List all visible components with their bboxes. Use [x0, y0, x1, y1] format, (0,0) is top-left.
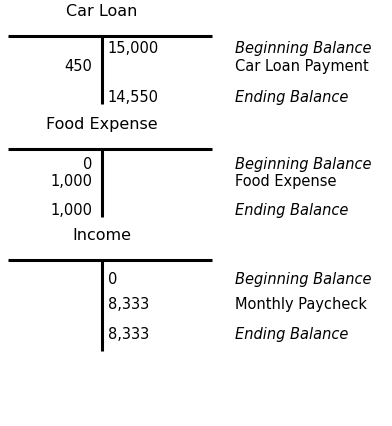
Text: 450: 450 [64, 58, 92, 74]
Text: 15,000: 15,000 [108, 41, 159, 57]
Text: Beginning Balance: Beginning Balance [235, 41, 372, 57]
Text: 1,000: 1,000 [50, 173, 92, 189]
Text: Ending Balance: Ending Balance [235, 90, 348, 106]
Text: Ending Balance: Ending Balance [235, 203, 348, 219]
Text: Beginning Balance: Beginning Balance [235, 271, 372, 287]
Text: 0: 0 [108, 271, 117, 287]
Text: 8,333: 8,333 [108, 327, 149, 342]
Text: Food Expense: Food Expense [235, 173, 337, 189]
Text: 14,550: 14,550 [108, 90, 159, 106]
Text: Food Expense: Food Expense [46, 117, 158, 132]
Text: 8,333: 8,333 [108, 297, 149, 312]
Text: Monthly Paycheck: Monthly Paycheck [235, 297, 367, 312]
Text: 1,000: 1,000 [50, 203, 92, 219]
Text: Ending Balance: Ending Balance [235, 327, 348, 342]
Text: Beginning Balance: Beginning Balance [235, 156, 372, 172]
Text: 0: 0 [83, 156, 92, 172]
Text: Income: Income [73, 228, 131, 243]
Text: Car Loan: Car Loan [66, 4, 138, 19]
Text: Car Loan Payment: Car Loan Payment [235, 58, 369, 74]
